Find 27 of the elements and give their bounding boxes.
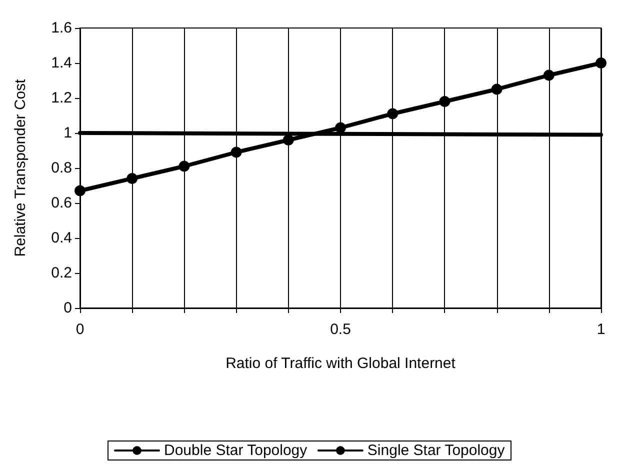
y-tick-label: 0.8 [51,160,72,176]
point [439,96,450,107]
point [74,185,86,196]
y-tick-label: 0.6 [51,194,72,212]
y-tick-label: 1.6 [51,20,72,36]
legend-label: Double Star Topology [164,442,308,459]
y-tick-label: 0 [64,300,72,316]
point [282,134,294,146]
y-tick-label: 0.2 [51,264,72,282]
point [230,146,242,158]
point [543,70,554,81]
x-tick-label: 0.5 [330,321,351,338]
y-tick-label: 1.4 [51,54,72,72]
point [126,173,138,184]
point [178,160,190,172]
y-tick-label: 0.4 [51,230,72,246]
point [596,58,606,68]
x-tick-label: 1 [596,321,606,338]
x-axis-title: Ratio of Traffic with Global Internet [226,355,456,372]
y-axis-title: Relative Transponder Cost [12,78,29,257]
y-tick-label: 1.2 [51,90,72,106]
y-tick-label: 1 [64,124,72,142]
x-tick-label: 0 [76,321,84,338]
point [387,108,398,120]
legend-label: Single Star Topology [367,442,506,459]
point [491,84,502,95]
point [335,122,346,134]
